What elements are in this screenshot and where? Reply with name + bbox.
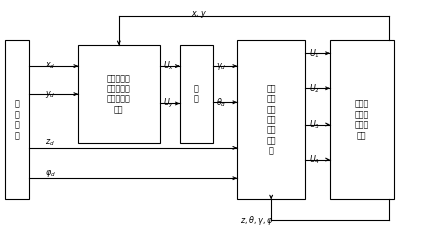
Text: $U_3$: $U_3$: [309, 118, 320, 131]
Text: $z_d$: $z_d$: [45, 138, 54, 149]
Text: $y_d$: $y_d$: [45, 89, 55, 100]
Bar: [179, 45, 213, 143]
Text: 高度
和姿
态反
步自
适应
控制
器: 高度 和姿 态反 步自 适应 控制 器: [266, 84, 276, 156]
Text: $z, \theta, \gamma, \varphi$: $z, \theta, \gamma, \varphi$: [240, 214, 273, 227]
Text: $\theta_d$: $\theta_d$: [216, 96, 227, 109]
Text: $U_2$: $U_2$: [309, 82, 320, 94]
Text: 反
解: 反 解: [194, 84, 198, 104]
Text: $U_1$: $U_1$: [309, 47, 320, 59]
Bar: [330, 40, 394, 199]
Text: $x, y$: $x, y$: [190, 9, 206, 20]
Bar: [5, 40, 29, 199]
Text: $\varphi_d$: $\varphi_d$: [45, 168, 56, 179]
Text: 期
望
轨
迹: 期 望 轨 迹: [15, 100, 19, 140]
Text: $U_x$: $U_x$: [163, 60, 175, 72]
Bar: [237, 40, 305, 199]
Text: $\gamma_d$: $\gamma_d$: [216, 61, 226, 72]
Text: 基于干扰观
测器的水平
位置反步控
制器: 基于干扰观 测器的水平 位置反步控 制器: [107, 74, 131, 114]
Text: $U_y$: $U_y$: [163, 97, 175, 110]
Bar: [78, 45, 159, 143]
Text: 四旋翼
飞行器
动力学
模型: 四旋翼 飞行器 动力学 模型: [354, 100, 369, 140]
Text: $U_4$: $U_4$: [309, 153, 320, 166]
Text: $x_d$: $x_d$: [45, 61, 55, 71]
